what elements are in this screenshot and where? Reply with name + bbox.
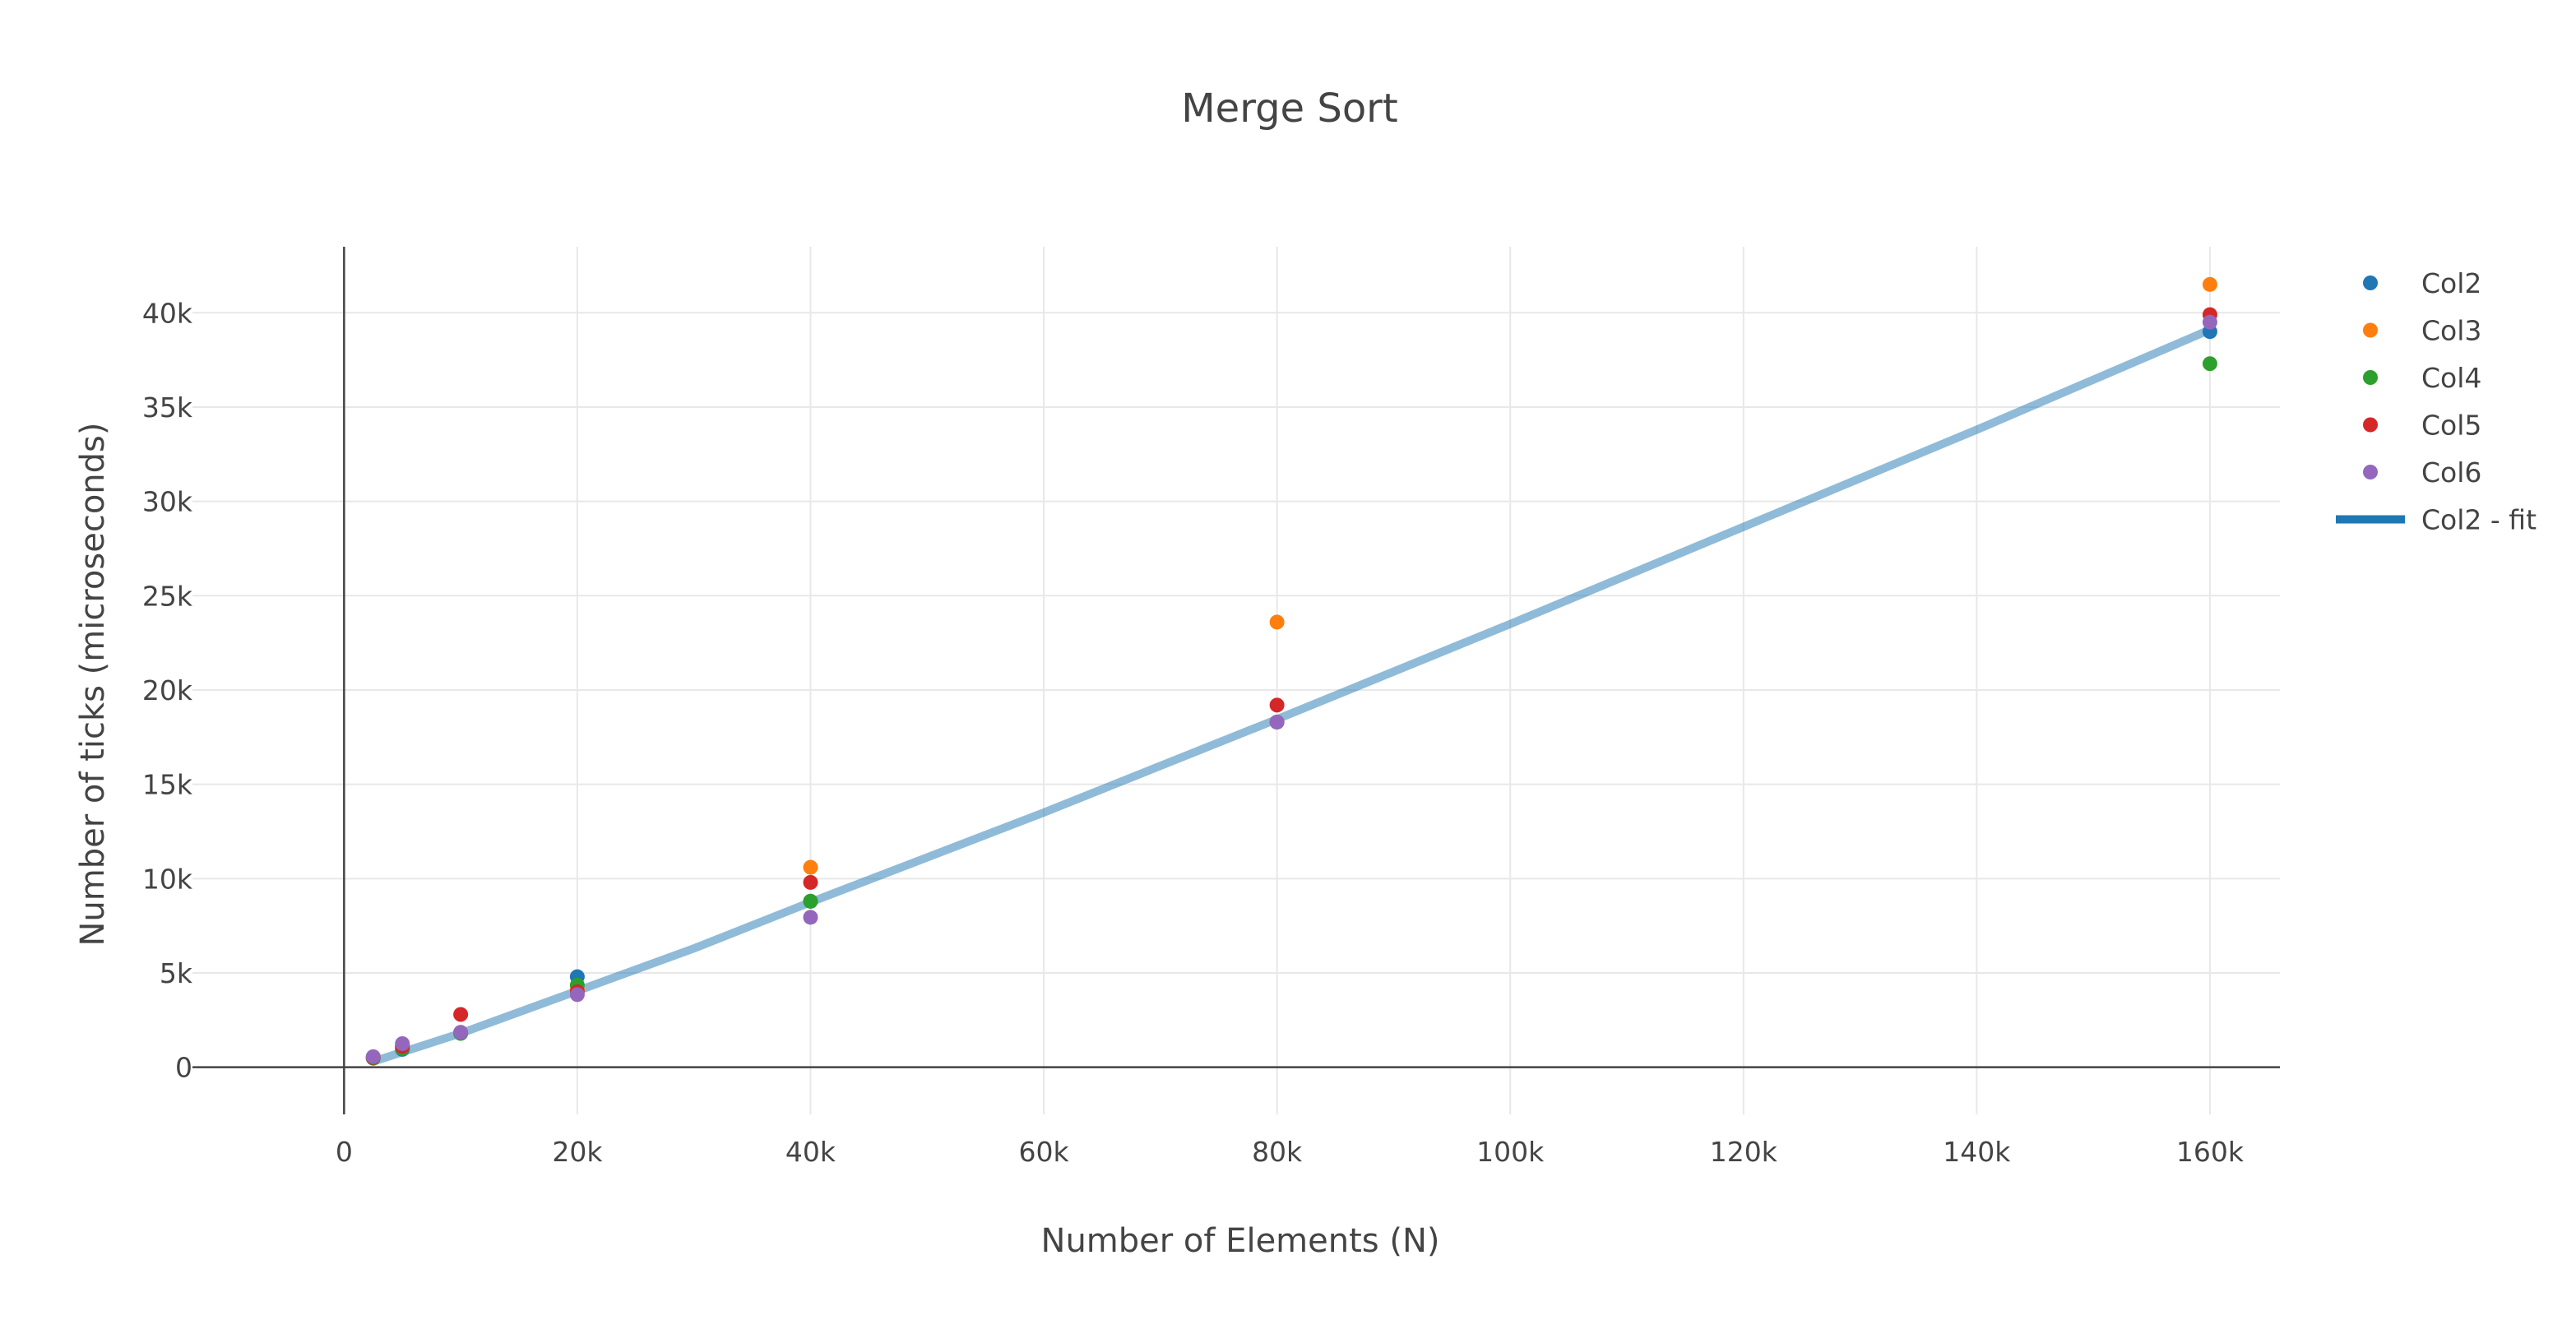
legend-item[interactable]: Col4 — [2363, 362, 2481, 394]
y-tick-label: 40k — [142, 297, 193, 329]
legend-item[interactable]: Col3 — [2363, 315, 2481, 347]
y-tick-labels: 0 5k 10k 15k 20k 25k 30k 35k 40k — [142, 297, 193, 1083]
legend-item[interactable]: Col5 — [2363, 410, 2481, 442]
legend-item[interactable]: Col2 - fit — [2336, 504, 2537, 536]
legend-item[interactable]: Col6 — [2363, 456, 2481, 489]
x-tick-label: 40k — [785, 1136, 836, 1168]
x-tick-label: 0 — [336, 1136, 353, 1168]
grid-lines — [192, 247, 2280, 1114]
fit-line-layer — [368, 325, 2214, 1066]
data-point[interactable] — [803, 874, 818, 890]
x-tick-label: 100k — [1476, 1136, 1545, 1168]
data-points — [365, 276, 2217, 1066]
data-point[interactable] — [395, 1035, 410, 1051]
x-tick-label: 140k — [1943, 1136, 2011, 1168]
y-tick-label: 35k — [142, 391, 193, 424]
data-point[interactable] — [1269, 714, 1285, 729]
data-point[interactable] — [1269, 697, 1285, 713]
series-col6 — [365, 314, 2217, 1064]
y-tick-label: 20k — [142, 674, 193, 706]
y-tick-label: 30k — [142, 486, 193, 518]
data-point[interactable] — [2202, 276, 2217, 292]
x-axis-title: Number of Elements (N) — [1041, 1222, 1440, 1260]
legend-label: Col6 — [2421, 456, 2481, 489]
x-tick-label: 120k — [1710, 1136, 1778, 1168]
axes — [192, 247, 2280, 1114]
legend-label: Col3 — [2421, 315, 2481, 347]
fit-line — [368, 325, 2214, 1066]
legend-label: Col2 — [2421, 267, 2481, 299]
legend[interactable]: Col2 Col3 Col4 Col5 Col6 Col2 - fit — [2336, 267, 2537, 536]
legend-marker — [2363, 276, 2378, 290]
chart-title: Merge Sort — [1181, 86, 1397, 132]
legend-marker — [2363, 417, 2378, 433]
x-tick-label: 80k — [1252, 1136, 1303, 1168]
y-tick-label: 0 — [175, 1052, 192, 1084]
data-point[interactable] — [569, 987, 585, 1003]
data-point[interactable] — [453, 1025, 469, 1040]
legend-marker — [2363, 465, 2378, 479]
data-point[interactable] — [2202, 314, 2217, 330]
legend-label: Col4 — [2421, 362, 2481, 394]
x-tick-label: 160k — [2176, 1136, 2245, 1168]
data-point[interactable] — [1269, 614, 1285, 630]
data-point[interactable] — [365, 1049, 381, 1064]
data-point[interactable] — [803, 893, 818, 909]
legend-marker — [2363, 322, 2378, 338]
data-point[interactable] — [2202, 356, 2217, 372]
legend-label: Col2 - fit — [2421, 504, 2537, 536]
legend-item[interactable]: Col2 — [2363, 267, 2481, 299]
x-tick-label: 20k — [552, 1136, 603, 1168]
legend-marker — [2363, 370, 2378, 385]
y-tick-label: 5k — [160, 957, 193, 989]
y-tick-label: 10k — [142, 863, 193, 895]
y-tick-label: 25k — [142, 580, 193, 612]
y-axis-title: Number of ticks (microseconds) — [74, 423, 112, 947]
data-point[interactable] — [453, 1007, 469, 1022]
x-tick-label: 60k — [1018, 1136, 1069, 1168]
y-tick-label: 15k — [142, 769, 193, 801]
x-tick-labels: 0 20k 40k 60k 80k 100k 120k 140k 160k — [336, 1136, 2245, 1168]
legend-label: Col5 — [2421, 410, 2481, 442]
data-point[interactable] — [803, 859, 818, 875]
data-point[interactable] — [803, 910, 818, 925]
